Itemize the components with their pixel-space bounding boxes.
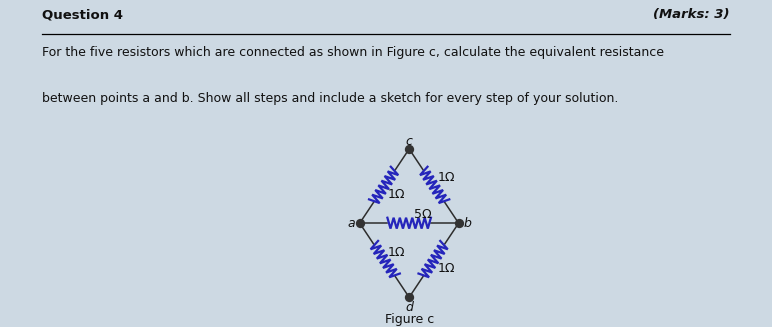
Text: 1Ω: 1Ω xyxy=(388,246,405,259)
Text: a: a xyxy=(347,217,354,230)
Text: between points a and b. Show all steps and include a sketch for every step of yo: between points a and b. Show all steps a… xyxy=(42,92,619,105)
Point xyxy=(452,220,465,226)
Text: 1Ω: 1Ω xyxy=(438,171,455,184)
Text: 1Ω: 1Ω xyxy=(388,188,405,201)
Text: Question 4: Question 4 xyxy=(42,8,124,21)
Text: (Marks: 3): (Marks: 3) xyxy=(653,8,730,21)
Text: Figure c: Figure c xyxy=(384,313,434,326)
Point xyxy=(403,295,415,300)
Text: b: b xyxy=(463,217,472,230)
Text: d: d xyxy=(405,301,413,314)
Point xyxy=(354,220,366,226)
Text: For the five resistors which are connected as shown in Figure c, calculate the e: For the five resistors which are connect… xyxy=(42,46,665,59)
Text: 5Ω: 5Ω xyxy=(415,208,432,221)
Point xyxy=(403,146,415,152)
Text: 1Ω: 1Ω xyxy=(438,262,455,275)
Text: c: c xyxy=(406,135,412,147)
